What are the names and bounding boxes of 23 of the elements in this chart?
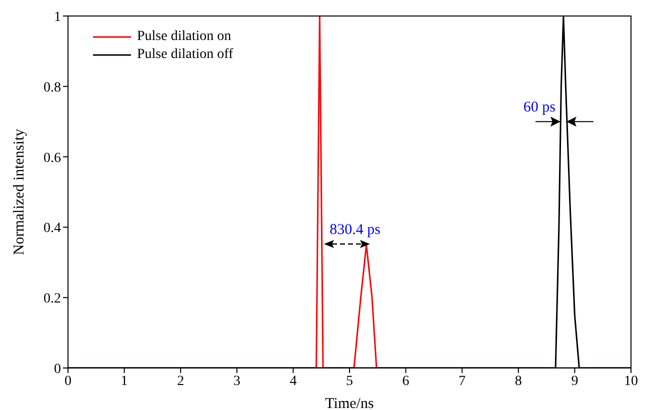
x-tick-label: 3 <box>233 374 240 389</box>
y-tick-label: 0.2 <box>44 292 61 307</box>
y-tick-label: 0.4 <box>44 221 61 236</box>
x-tick-label: 5 <box>346 374 353 389</box>
x-axis-title: Time/ns <box>325 396 374 410</box>
y-axis-title: Normalized intensity <box>11 128 28 256</box>
x-tick-label: 2 <box>177 374 184 389</box>
x-tick-label: 4 <box>290 374 297 389</box>
y-tick-label: 1 <box>54 10 61 25</box>
x-tick-label: 0 <box>64 374 72 389</box>
x-tick-label: 9 <box>571 374 578 389</box>
legend-label: Pulse dilation off <box>137 46 234 64</box>
x-tick-label: 1 <box>120 374 128 389</box>
annotation: 830.4 ps <box>330 222 381 238</box>
x-tick-label: 10 <box>624 374 638 389</box>
annotation: 60 ps <box>523 100 556 116</box>
y-tick-label: 0.6 <box>44 150 61 166</box>
x-tick-label: 8 <box>514 374 522 389</box>
x-tick-label: 6 <box>402 374 410 389</box>
y-tick-label: 0.8 <box>44 80 61 96</box>
x-tick-label: 7 <box>458 374 466 389</box>
legend-label: Pulse dilation on <box>137 28 232 46</box>
y-tick-label: 0 <box>54 362 61 377</box>
